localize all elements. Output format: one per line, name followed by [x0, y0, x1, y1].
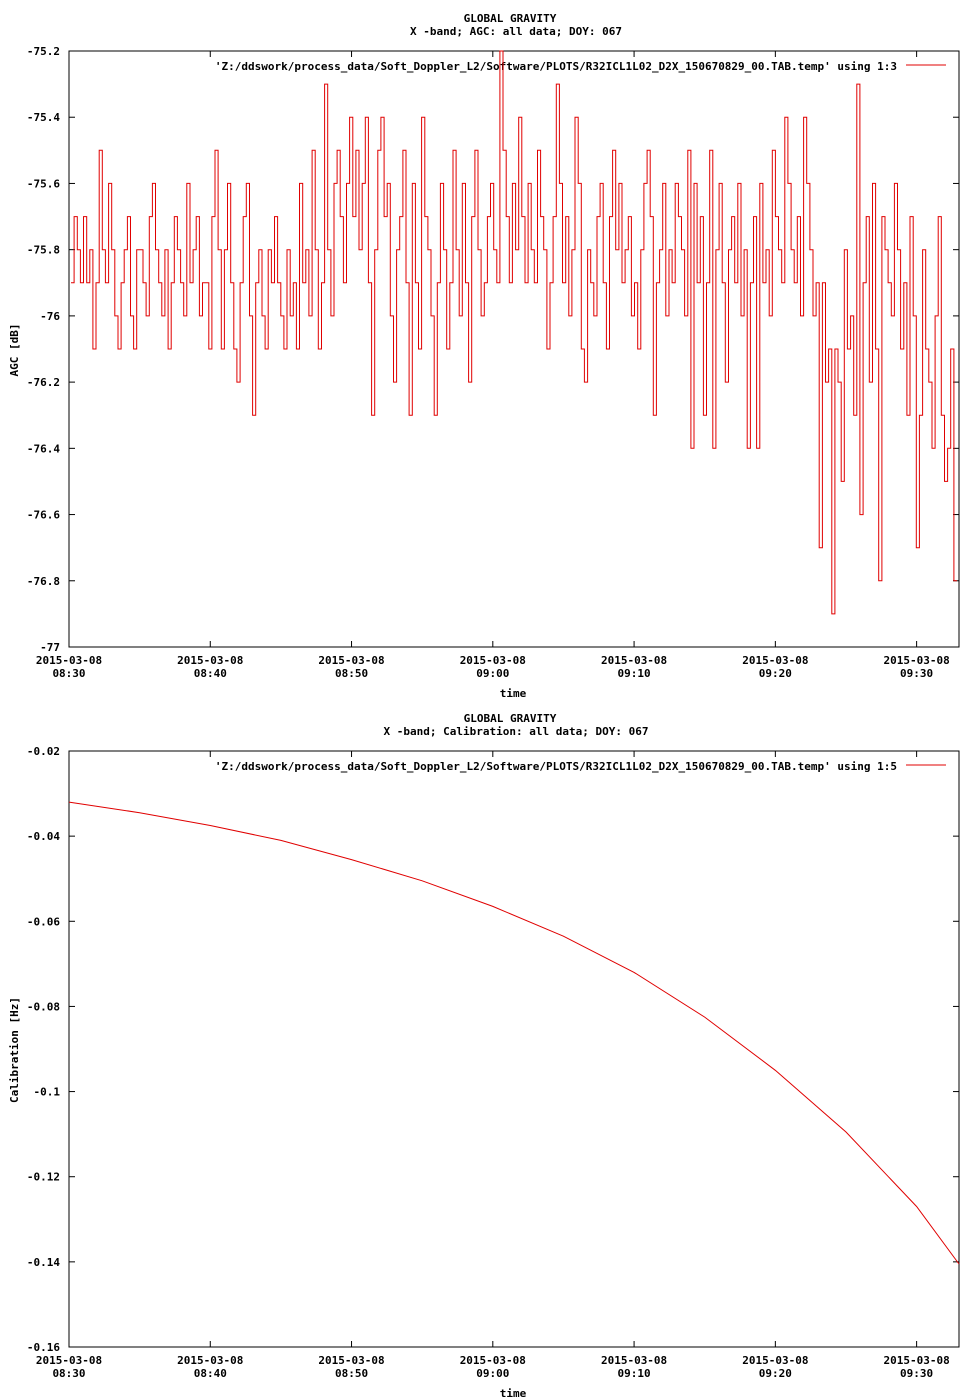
calibration-ytick-label: -0.1 — [34, 1086, 61, 1099]
calibration-ytick-label: -0.02 — [27, 745, 60, 758]
calibration-xtick-date: 2015-03-08 — [177, 1354, 243, 1367]
agc-y-axis: -77 -76.8 -76.6 -76.4 -76.2 -76 -75.8 -75.6 -75.… — [27, 45, 959, 654]
agc-ytick-label: -76.4 — [27, 442, 60, 455]
calibration-xtick-time: 09:10 — [618, 1367, 651, 1380]
agc-ytick-label: -76.2 — [27, 376, 60, 389]
agc-xtick-date: 2015-03-08 — [884, 654, 950, 667]
calibration-xtick-date: 2015-03-08 — [884, 1354, 950, 1367]
agc-y-axis-label: AGC [dB] — [8, 324, 21, 377]
calibration-ytick-label: -0.12 — [27, 1171, 60, 1184]
agc-ytick-label: -76 — [40, 310, 60, 323]
calibration-xtick-time: 09:00 — [476, 1367, 509, 1380]
calibration-xtick-date: 2015-03-08 — [460, 1354, 526, 1367]
calibration-xtick-time: 09:20 — [759, 1367, 792, 1380]
calibration-chart: GLOBAL GRAVITY X -band; Calibration: all… — [8, 712, 960, 1400]
agc-x-axis-label: time — [500, 687, 527, 700]
agc-plot-frame — [68, 50, 960, 648]
agc-ytick-label: -76.8 — [27, 575, 60, 588]
agc-xtick-date: 2015-03-08 — [601, 654, 667, 667]
calibration-xtick-time: 09:30 — [900, 1367, 933, 1380]
agc-xtick-date: 2015-03-08 — [318, 654, 384, 667]
calibration-ytick-label: -0.16 — [27, 1341, 60, 1354]
agc-ytick-label: -75.2 — [27, 45, 60, 58]
agc-series-line — [71, 50, 957, 615]
agc-chart: GLOBAL GRAVITY X -band; AGC: all data; D… — [8, 12, 960, 700]
calibration-x-axis: 2015-03-0808:302015-03-0808:402015-03-08… — [36, 751, 950, 1380]
calibration-xtick-time: 08:30 — [52, 1367, 85, 1380]
agc-chart-subtitle: X -band; AGC: all data; DOY: 067 — [410, 25, 622, 38]
agc-xtick-date: 2015-03-08 — [177, 654, 243, 667]
calibration-legend-label: 'Z:/ddswork/process_data/Soft_Doppler_L2… — [215, 760, 897, 773]
agc-xtick-date: 2015-03-08 — [460, 654, 526, 667]
agc-xtick-time: 09:30 — [900, 667, 933, 680]
calibration-y-axis-label: Calibration [Hz] — [8, 997, 21, 1103]
calibration-xtick-time: 08:50 — [335, 1367, 368, 1380]
calibration-ytick-label: -0.08 — [27, 1000, 60, 1013]
agc-xtick-time: 08:30 — [52, 667, 85, 680]
calibration-chart-subtitle: X -band; Calibration: all data; DOY: 067 — [384, 725, 649, 738]
agc-ytick-label: -75.6 — [27, 177, 60, 190]
calibration-xtick-time: 08:40 — [194, 1367, 227, 1380]
agc-xtick-time: 09:10 — [618, 667, 651, 680]
calibration-xtick-date: 2015-03-08 — [742, 1354, 808, 1367]
calibration-xtick-date: 2015-03-08 — [601, 1354, 667, 1367]
agc-xtick-time: 09:00 — [476, 667, 509, 680]
calibration-xtick-date: 2015-03-08 — [36, 1354, 102, 1367]
calibration-y-axis: -0.16 -0.14 -0.12 -0.1 -0.08 -0.06 -0.04 -0.02 — [27, 745, 959, 1354]
agc-ytick-label: -75.8 — [27, 244, 60, 257]
agc-x-axis: 2015-03-0808:302015-03-0808:402015-03-08… — [36, 51, 950, 680]
agc-ytick-label: -77 — [40, 641, 60, 654]
agc-chart-title: GLOBAL GRAVITY — [464, 12, 557, 25]
agc-xtick-time: 08:40 — [194, 667, 227, 680]
agc-legend-label: 'Z:/ddswork/process_data/Soft_Doppler_L2… — [215, 60, 897, 73]
agc-ytick-label: -75.4 — [27, 111, 60, 124]
calibration-ytick-label: -0.06 — [27, 915, 60, 928]
agc-ytick-label: -76.6 — [27, 509, 60, 522]
agc-xtick-date: 2015-03-08 — [36, 654, 102, 667]
agc-xtick-time: 09:20 — [759, 667, 792, 680]
agc-xtick-date: 2015-03-08 — [742, 654, 808, 667]
calibration-x-axis-label: time — [500, 1387, 527, 1400]
calibration-chart-title: GLOBAL GRAVITY — [464, 712, 557, 725]
calibration-plot-frame — [68, 750, 960, 1348]
calibration-xtick-date: 2015-03-08 — [318, 1354, 384, 1367]
calibration-series-line — [68, 801, 960, 1265]
calibration-ytick-label: -0.04 — [27, 830, 60, 843]
calibration-ytick-label: -0.14 — [27, 1256, 60, 1269]
agc-xtick-time: 08:50 — [335, 667, 368, 680]
